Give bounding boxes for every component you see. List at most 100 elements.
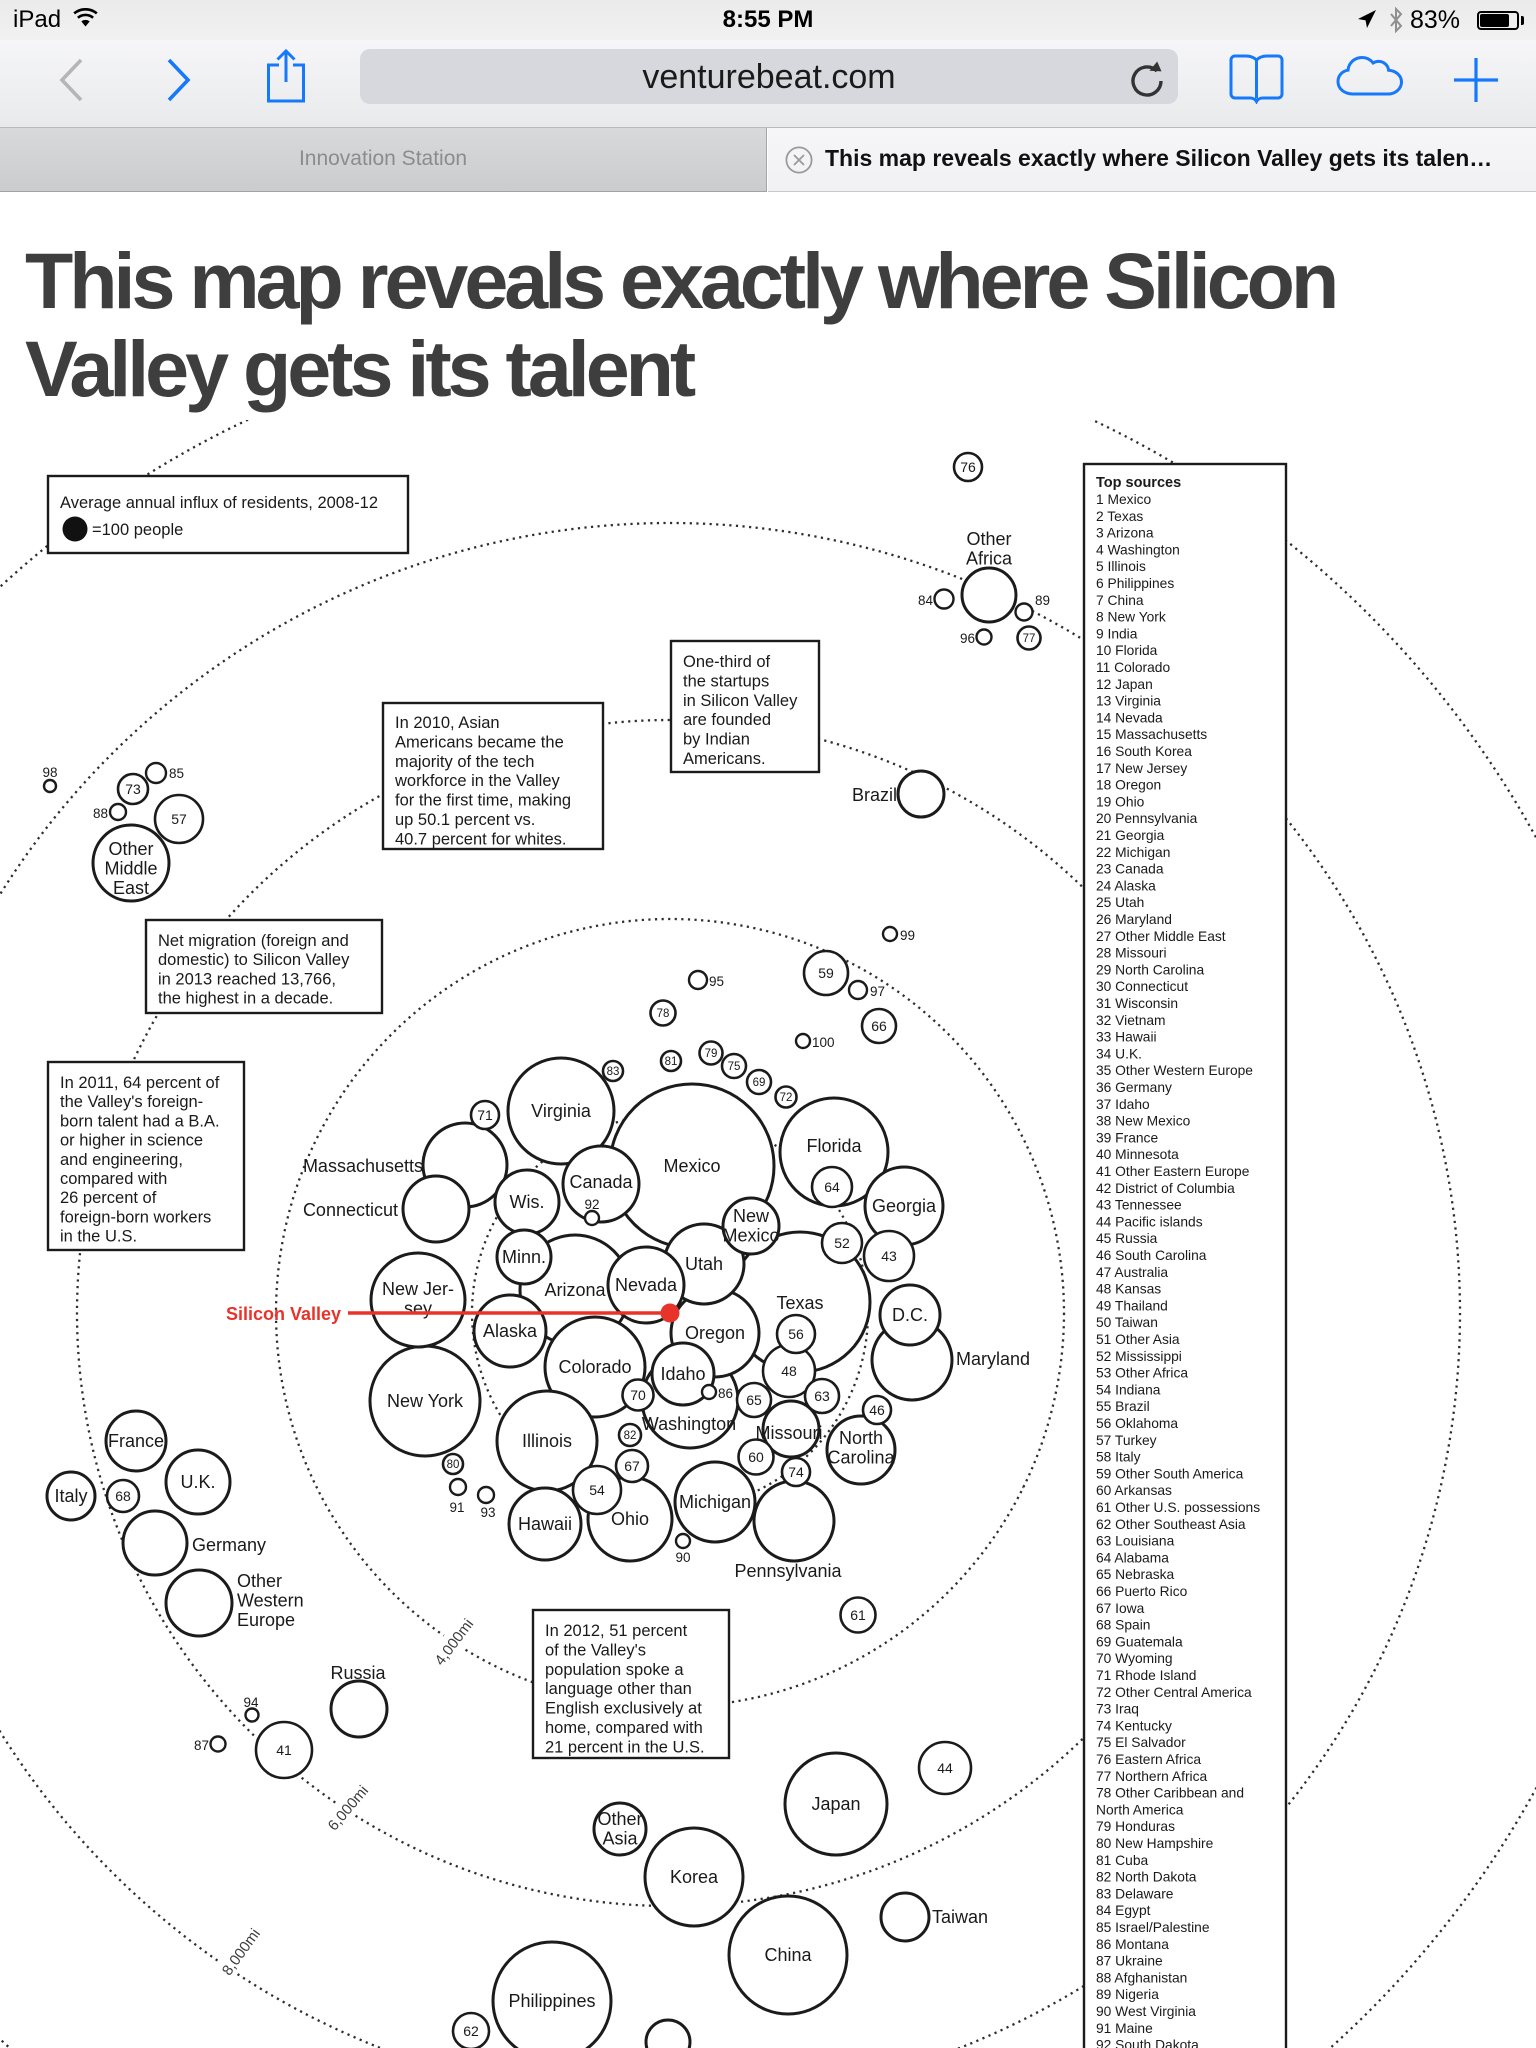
svg-text:Wis.: Wis.	[510, 1192, 545, 1212]
svg-text:France: France	[108, 1431, 164, 1451]
svg-text:70: 70	[630, 1387, 646, 1403]
svg-text:76: 76	[960, 459, 976, 475]
svg-text:93: 93	[480, 1505, 495, 1520]
svg-text:46: 46	[869, 1402, 885, 1418]
svg-text:52: 52	[834, 1235, 850, 1251]
svg-text:97: 97	[870, 984, 885, 999]
svg-text:94: 94	[243, 1695, 259, 1710]
svg-text:63: 63	[814, 1388, 830, 1404]
svg-text:43: 43	[881, 1248, 897, 1264]
svg-text:100: 100	[812, 1035, 835, 1050]
svg-text:Georgia: Georgia	[872, 1196, 937, 1216]
svg-text:48: 48	[781, 1363, 797, 1379]
svg-text:New York: New York	[387, 1391, 464, 1411]
svg-text:98: 98	[42, 765, 57, 780]
svg-text:Philippines: Philippines	[508, 1991, 595, 2011]
svg-text:Colorado: Colorado	[558, 1357, 631, 1377]
svg-text:Brazil: Brazil	[852, 785, 897, 805]
svg-text:77: 77	[1023, 633, 1036, 645]
svg-text:41: 41	[276, 1742, 292, 1758]
svg-text:89: 89	[1035, 593, 1050, 608]
svg-text:91: 91	[449, 1500, 464, 1515]
svg-text:Nevada: Nevada	[615, 1275, 678, 1295]
svg-text:80: 80	[447, 1459, 460, 1471]
svg-text:Texas: Texas	[776, 1293, 823, 1313]
svg-text:Idaho: Idaho	[660, 1364, 705, 1384]
svg-text:Maryland: Maryland	[956, 1349, 1030, 1369]
svg-text:D.C.: D.C.	[892, 1305, 928, 1325]
svg-text:=100 people: =100 people	[92, 521, 183, 539]
svg-text:Pennsylvania: Pennsylvania	[734, 1561, 842, 1581]
svg-text:Alaska: Alaska	[483, 1321, 538, 1341]
svg-text:57: 57	[171, 811, 187, 827]
svg-text:Minn.: Minn.	[502, 1247, 546, 1267]
svg-text:60: 60	[748, 1449, 764, 1465]
svg-text:Top sources: Top sources	[1096, 475, 1181, 491]
svg-text:44: 44	[937, 1760, 953, 1776]
svg-text:82: 82	[624, 1430, 637, 1442]
svg-text:67: 67	[624, 1458, 640, 1474]
svg-text:Taiwan: Taiwan	[932, 1907, 988, 1927]
svg-text:54: 54	[589, 1482, 605, 1498]
svg-text:Illinois: Illinois	[522, 1431, 572, 1451]
svg-text:Utah: Utah	[685, 1254, 723, 1274]
svg-text:92: 92	[584, 1197, 599, 1212]
svg-text:China: China	[764, 1945, 812, 1965]
svg-text:66: 66	[871, 1018, 887, 1034]
svg-text:U.K.: U.K.	[180, 1472, 215, 1492]
svg-text:Korea: Korea	[670, 1867, 719, 1887]
svg-text:84: 84	[918, 593, 934, 608]
svg-text:71: 71	[477, 1107, 493, 1123]
svg-text:56: 56	[788, 1326, 804, 1342]
svg-text:Florida: Florida	[806, 1136, 862, 1156]
svg-text:68: 68	[115, 1488, 131, 1504]
svg-text:Hawaii: Hawaii	[518, 1514, 572, 1534]
svg-text:73: 73	[125, 781, 141, 797]
svg-text:Michigan: Michigan	[679, 1492, 751, 1512]
svg-text:86: 86	[718, 1386, 733, 1401]
svg-text:87: 87	[194, 1738, 209, 1753]
svg-text:Russia: Russia	[330, 1663, 386, 1683]
svg-text:Missouri: Missouri	[755, 1423, 822, 1443]
svg-text:79: 79	[705, 1048, 718, 1060]
svg-text:Oregon: Oregon	[685, 1323, 745, 1343]
svg-text:Massachusetts: Massachusetts	[303, 1156, 423, 1176]
svg-text:90: 90	[675, 1550, 690, 1565]
svg-text:99: 99	[900, 928, 915, 943]
svg-text:Italy: Italy	[54, 1486, 87, 1506]
svg-text:75: 75	[728, 1061, 741, 1073]
svg-text:62: 62	[463, 2023, 479, 2039]
svg-text:69: 69	[753, 1077, 766, 1089]
svg-text:Virginia: Virginia	[531, 1101, 592, 1121]
svg-text:Average annual influx of resid: Average annual influx of residents, 2008…	[60, 494, 378, 512]
svg-text:Ohio: Ohio	[611, 1509, 649, 1529]
svg-text:85: 85	[169, 766, 184, 781]
svg-text:96: 96	[960, 631, 975, 646]
svg-text:61: 61	[850, 1607, 866, 1623]
svg-text:74: 74	[788, 1464, 804, 1480]
svg-text:Japan: Japan	[811, 1794, 860, 1814]
svg-text:78: 78	[657, 1008, 670, 1020]
svg-text:Silicon Valley: Silicon Valley	[226, 1304, 341, 1324]
svg-text:Connecticut: Connecticut	[303, 1200, 398, 1220]
svg-text:64: 64	[824, 1179, 840, 1195]
svg-text:Washington: Washington	[642, 1414, 736, 1434]
svg-text:59: 59	[818, 965, 834, 981]
svg-text:Mexico: Mexico	[663, 1156, 720, 1176]
svg-text:81: 81	[665, 1056, 678, 1068]
svg-text:72: 72	[780, 1092, 793, 1104]
svg-text:83: 83	[607, 1066, 620, 1078]
svg-text:Canada: Canada	[569, 1172, 633, 1192]
